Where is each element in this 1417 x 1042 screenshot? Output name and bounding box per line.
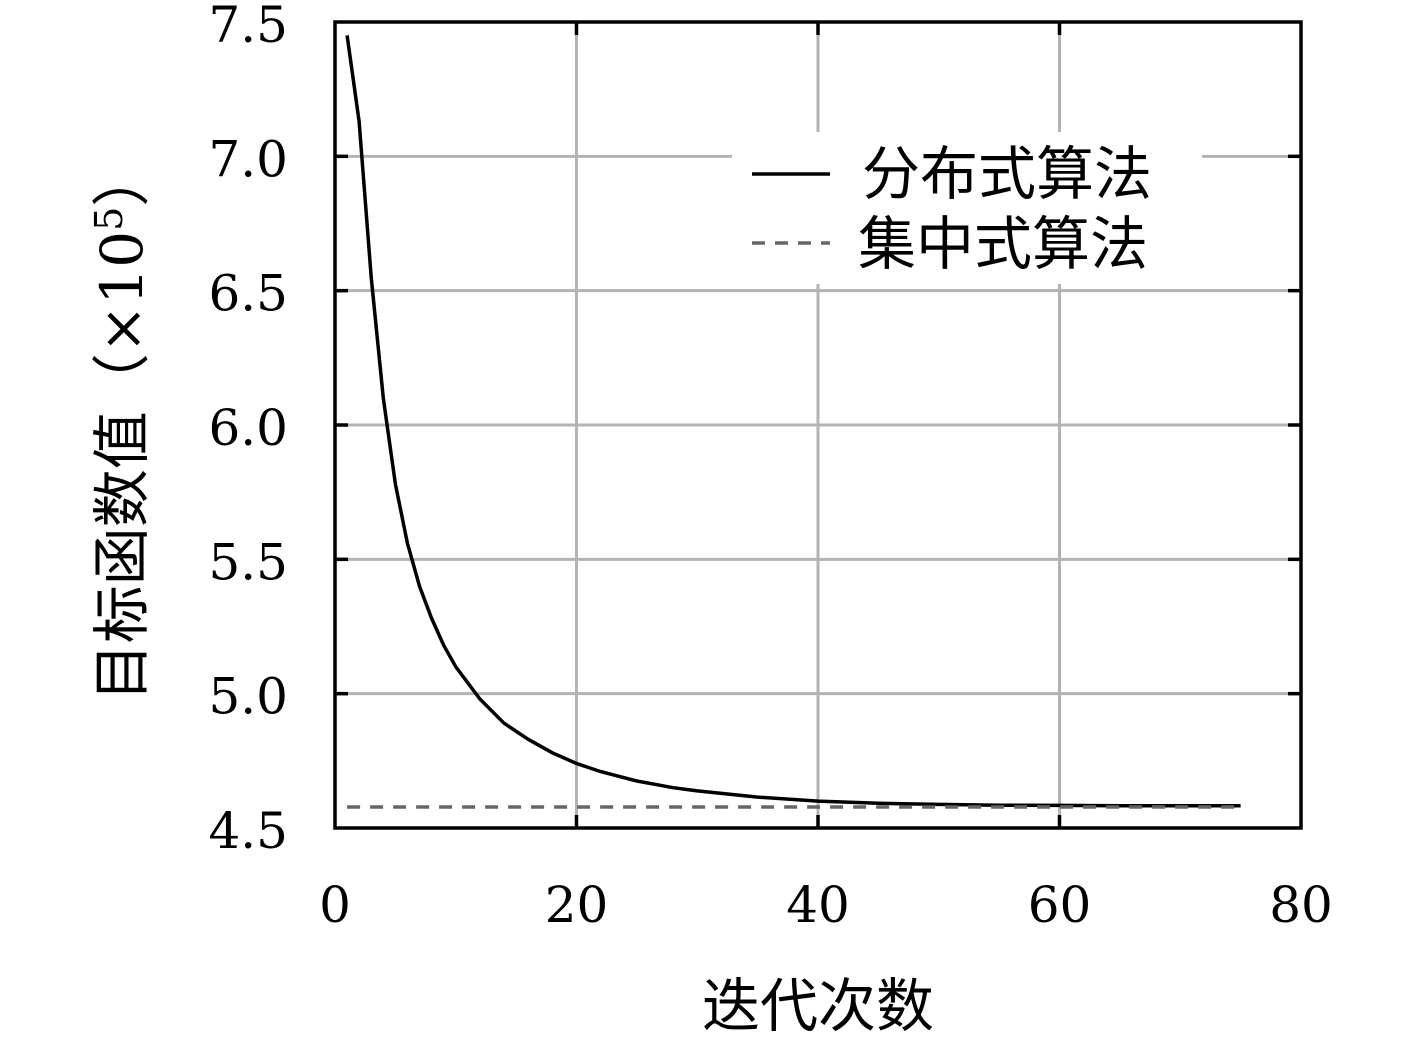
x-tick-label: 80 bbox=[1269, 876, 1333, 934]
y-tick-label: 4.5 bbox=[208, 802, 288, 860]
series-layer bbox=[345, 35, 1241, 809]
y-axis-title-main: 目标函数值（×10 bbox=[88, 231, 156, 701]
x-tick-labels: 0 20 40 60 80 bbox=[319, 876, 1333, 934]
x-tick-label: 40 bbox=[786, 876, 850, 934]
y-tick-label: 6.0 bbox=[208, 399, 288, 457]
x-tick-label: 0 bbox=[319, 876, 351, 934]
y-tick-labels: 4.5 5.0 5.5 6.0 6.5 7.0 7.5 bbox=[208, 0, 288, 860]
x-tick-label: 20 bbox=[545, 876, 609, 934]
ticks bbox=[335, 22, 1301, 828]
y-tick-label: 7.5 bbox=[208, 0, 288, 54]
y-tick-label: 5.0 bbox=[208, 668, 288, 726]
series-line-distributed bbox=[345, 35, 1241, 808]
y-axis-title: 目标函数值（×105） bbox=[87, 149, 156, 702]
y-axis-title-exponent: 5 bbox=[87, 207, 131, 231]
y-tick-label: 6.5 bbox=[208, 265, 288, 323]
x-axis-title: 迭代次数 bbox=[702, 972, 934, 1040]
y-axis-title-close: ） bbox=[88, 149, 156, 207]
legend: 分布式算法 集中式算法 bbox=[732, 132, 1202, 284]
y-tick-label: 5.5 bbox=[208, 533, 288, 591]
y-tick-label: 7.0 bbox=[208, 130, 288, 188]
x-tick-label: 60 bbox=[1028, 876, 1092, 934]
legend-label-distributed: 分布式算法 bbox=[862, 140, 1152, 208]
legend-label-centralized: 集中式算法 bbox=[858, 210, 1148, 278]
legend-background bbox=[732, 132, 1202, 284]
